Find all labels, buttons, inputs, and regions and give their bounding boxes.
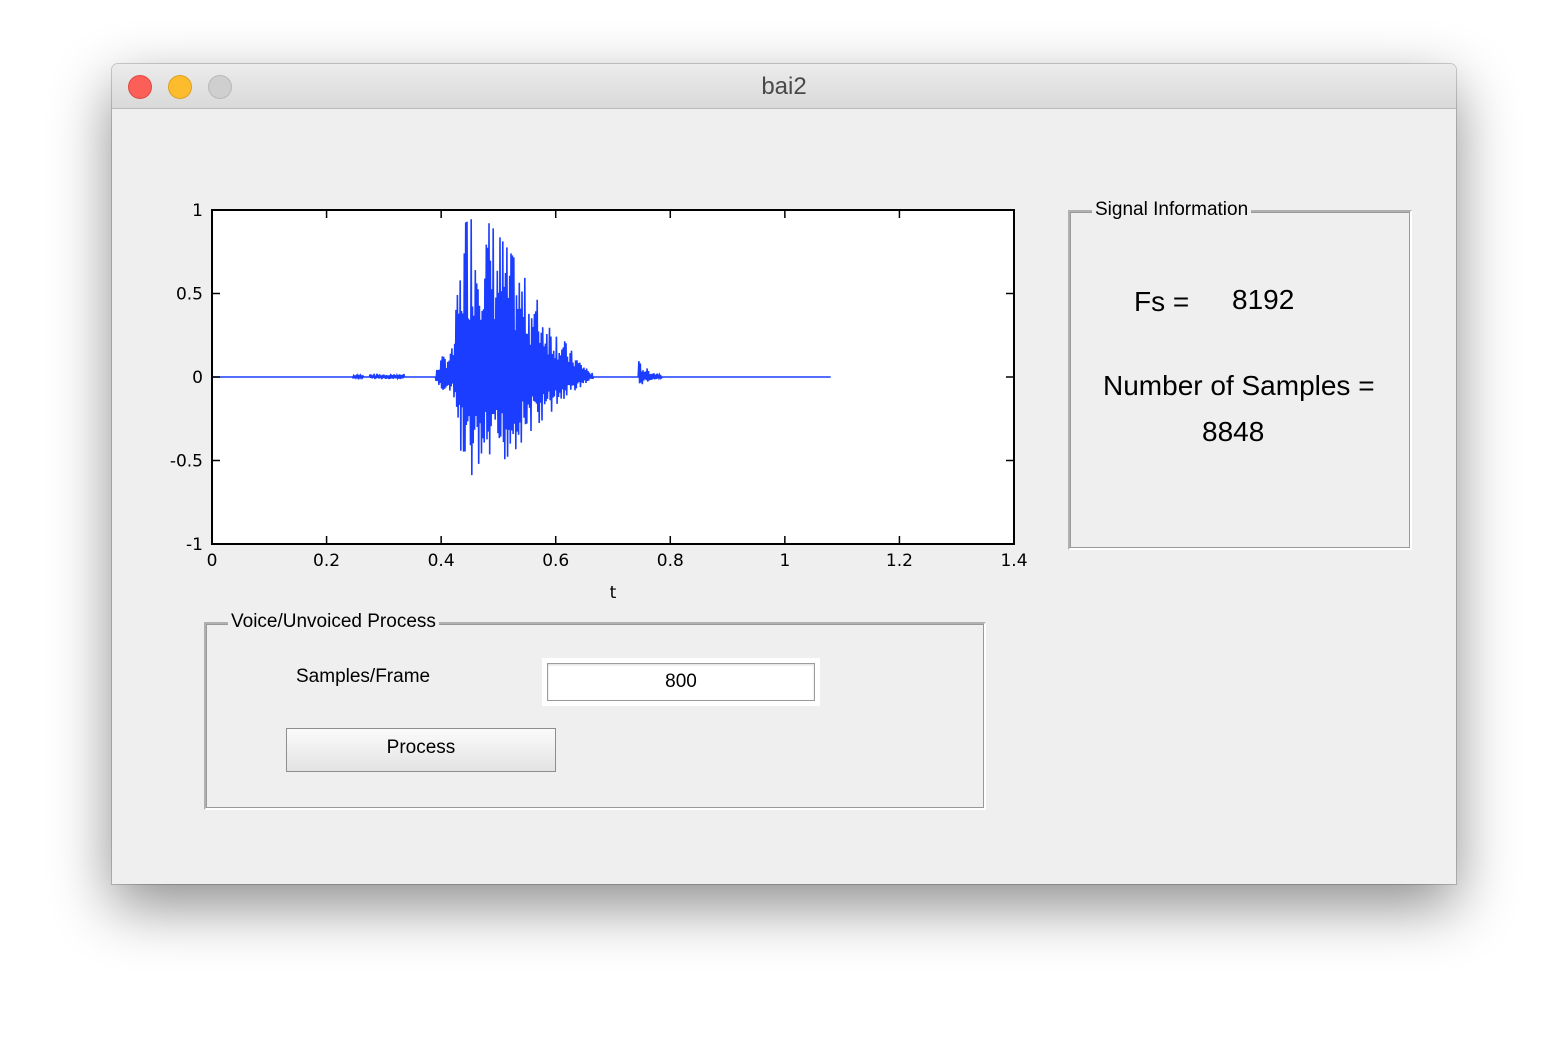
- samples-label: Number of Samples =: [1103, 370, 1375, 401]
- close-button[interactable]: [128, 75, 152, 99]
- x-tick-label: 0.8: [657, 551, 684, 571]
- signal-information-panel: Signal Information Fs = 8192 Number of S…: [1068, 199, 1412, 550]
- fs-label: Fs =: [1134, 286, 1190, 317]
- window-title: bai2: [761, 73, 807, 100]
- fs-value: 8192: [1232, 284, 1295, 315]
- x-tick-label: 1.2: [886, 551, 913, 571]
- samples-per-frame-field-wrapper: [542, 658, 820, 706]
- x-tick-label: 1: [779, 551, 790, 571]
- y-tick-label: 0: [192, 368, 203, 388]
- minimize-button[interactable]: [168, 75, 192, 99]
- samples-per-frame-label: Samples/Frame: [296, 666, 431, 687]
- signal-information-title: Signal Information: [1092, 199, 1252, 221]
- x-tick-label: 0.2: [313, 551, 340, 571]
- signal-plot: 0 0.2 0.4 0.6 0.8 1 1.2 1.4 1 0.5 0 -0.5 -1 t: [152, 194, 1032, 609]
- process-button[interactable]: Process: [286, 728, 556, 772]
- title-bar[interactable]: bai2: [112, 64, 1456, 109]
- waveform-line: [212, 219, 831, 476]
- y-tick-label: 1: [192, 201, 203, 221]
- voice-unvoiced-title: Voice/Unvoiced Process: [228, 611, 439, 633]
- samples-value: 8848: [1202, 416, 1265, 447]
- x-tick-label: 0: [207, 551, 218, 571]
- samples-per-frame-input[interactable]: [547, 663, 815, 701]
- x-tick-label: 1.4: [1000, 551, 1027, 571]
- y-tick-label: -1: [186, 535, 203, 555]
- x-tick-label: 0.6: [542, 551, 569, 571]
- x-axis-label: t: [610, 583, 617, 603]
- zoom-button[interactable]: [208, 75, 232, 99]
- y-tick-label: -0.5: [170, 452, 203, 472]
- voice-unvoiced-panel: Voice/Unvoiced Process Samples/Frame Pro…: [204, 611, 986, 810]
- x-tick-label: 0.4: [428, 551, 455, 571]
- y-tick-label: 0.5: [176, 285, 203, 305]
- app-window: bai2 0 0.2 0.4 0.6 0.8 1 1.2 1.4 1 0.5 0 -0.5 -1 t Si…: [112, 64, 1456, 884]
